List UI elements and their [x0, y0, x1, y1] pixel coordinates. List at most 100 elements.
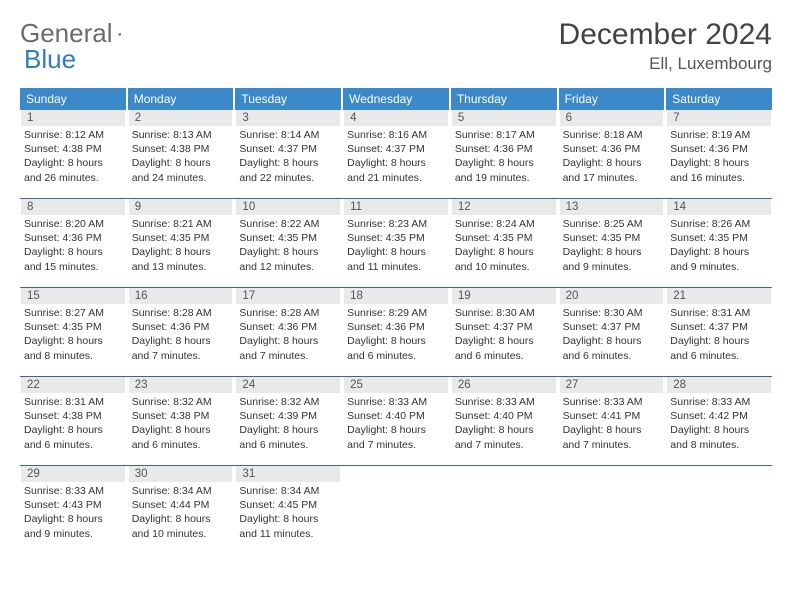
day-details: Sunrise: 8:28 AMSunset: 4:36 PMDaylight:… — [236, 306, 340, 363]
day-number: 4 — [344, 110, 448, 126]
calendar: SundayMondayTuesdayWednesdayThursdayFrid… — [20, 88, 772, 554]
day-cell: 1Sunrise: 8:12 AMSunset: 4:38 PMDaylight… — [20, 110, 126, 192]
day-cell: 28Sunrise: 8:33 AMSunset: 4:42 PMDayligh… — [666, 377, 772, 459]
day-details: Sunrise: 8:32 AMSunset: 4:38 PMDaylight:… — [129, 395, 233, 452]
day-details: Sunrise: 8:19 AMSunset: 4:36 PMDaylight:… — [667, 128, 771, 185]
day-details: Sunrise: 8:21 AMSunset: 4:35 PMDaylight:… — [129, 217, 233, 274]
day-details: Sunrise: 8:34 AMSunset: 4:45 PMDaylight:… — [236, 484, 340, 541]
day-number: 7 — [667, 110, 771, 126]
day-number: 9 — [129, 199, 233, 215]
location: Ell, Luxembourg — [559, 54, 772, 74]
day-cell: 10Sunrise: 8:22 AMSunset: 4:35 PMDayligh… — [235, 199, 341, 281]
day-number: 19 — [452, 288, 556, 304]
day-details: Sunrise: 8:27 AMSunset: 4:35 PMDaylight:… — [21, 306, 125, 363]
day-cell: 22 Sunrise: 8:31 AMSunset: 4:38 PMDayligh… — [20, 377, 126, 459]
day-details: Sunrise: 8:30 AMSunset: 4:37 PMDaylight:… — [452, 306, 556, 363]
day-details: Sunrise: 8:28 AMSunset: 4:36 PMDaylight:… — [129, 306, 233, 363]
day-cell: 24Sunrise: 8:32 AMSunset: 4:39 PMDayligh… — [235, 377, 341, 459]
day-number: 11 — [344, 199, 448, 215]
day-cell: 30Sunrise: 8:34 AMSunset: 4:44 PMDayligh… — [128, 466, 234, 548]
day-number: 14 — [667, 199, 771, 215]
day-details: Sunrise: 8:12 AMSunset: 4:38 PMDaylight:… — [21, 128, 125, 185]
day-number: 18 — [344, 288, 448, 304]
week-row: 29 Sunrise: 8:33 AMSunset: 4:43 PMDayligh… — [20, 466, 772, 554]
day-number: 13 — [560, 199, 664, 215]
day-number: 29 — [21, 466, 125, 482]
day-details: Sunrise: 8:24 AMSunset: 4:35 PMDaylight:… — [452, 217, 556, 274]
title-block: December 2024 Ell, Luxembourg — [559, 18, 772, 74]
day-details: Sunrise: 8:33 AMSunset: 4:40 PMDaylight:… — [344, 395, 448, 452]
day-number: 27 — [560, 377, 664, 393]
day-cell: 26 Sunrise: 8:33 AMSunset: 4:40 PMDayligh… — [451, 377, 557, 459]
day-number: 28 — [667, 377, 771, 393]
day-cell: 23 Sunrise: 8:32 AMSunset: 4:38 PMDayligh… — [128, 377, 234, 459]
day-cell: 7 Sunrise: 8:19 AMSunset: 4:36 PMDaylight… — [666, 110, 772, 192]
day-cell: 15 Sunrise: 8:27 AMSunset: 4:35 PMDayligh… — [20, 288, 126, 370]
day-details: Sunrise: 8:23 AMSunset: 4:35 PMDaylight:… — [344, 217, 448, 274]
day-details: Sunrise: 8:30 AMSunset: 4:37 PMDaylight:… — [560, 306, 664, 363]
day-cell: 3Sunrise: 8:14 AMSunset: 4:37 PMDaylight… — [235, 110, 341, 192]
month-title: December 2024 — [559, 18, 772, 52]
day-number: 2 — [129, 110, 233, 126]
day-cell: 14 Sunrise: 8:26 AMSunset: 4:35 PMDayligh… — [666, 199, 772, 281]
day-details: Sunrise: 8:34 AMSunset: 4:44 PMDaylight:… — [129, 484, 233, 541]
day-cell: 2 Sunrise: 8:13 AMSunset: 4:38 PMDaylight… — [128, 110, 234, 192]
day-details: Sunrise: 8:33 AMSunset: 4:41 PMDaylight:… — [560, 395, 664, 452]
weekday-header: Sunday — [20, 88, 126, 110]
day-cell: 16 Sunrise: 8:28 AMSunset: 4:36 PMDayligh… — [128, 288, 234, 370]
day-cell: 8 Sunrise: 8:20 AMSunset: 4:36 PMDaylight… — [20, 199, 126, 281]
day-number: 20 — [560, 288, 664, 304]
day-number: 26 — [452, 377, 556, 393]
day-details: Sunrise: 8:16 AMSunset: 4:37 PMDaylight:… — [344, 128, 448, 185]
weekday-header-row: SundayMondayTuesdayWednesdayThursdayFrid… — [20, 88, 772, 110]
day-cell: 17 Sunrise: 8:28 AMSunset: 4:36 PMDayligh… — [235, 288, 341, 370]
day-number: 3 — [236, 110, 340, 126]
day-details: Sunrise: 8:29 AMSunset: 4:36 PMDaylight:… — [344, 306, 448, 363]
day-cell: 9 Sunrise: 8:21 AMSunset: 4:35 PMDaylight… — [128, 199, 234, 281]
week-row: 1Sunrise: 8:12 AMSunset: 4:38 PMDaylight… — [20, 110, 772, 199]
day-number: 24 — [236, 377, 340, 393]
day-number: 16 — [129, 288, 233, 304]
week-row: 22 Sunrise: 8:31 AMSunset: 4:38 PMDayligh… — [20, 377, 772, 466]
day-details: Sunrise: 8:33 AMSunset: 4:43 PMDaylight:… — [21, 484, 125, 541]
day-cell — [451, 466, 557, 548]
day-cell: 6 Sunrise: 8:18 AMSunset: 4:36 PMDaylight… — [559, 110, 665, 192]
weekday-header: Monday — [128, 88, 234, 110]
week-row: 8 Sunrise: 8:20 AMSunset: 4:36 PMDaylight… — [20, 199, 772, 288]
day-cell — [666, 466, 772, 548]
weekday-header: Thursday — [451, 88, 557, 110]
day-details: Sunrise: 8:26 AMSunset: 4:35 PMDaylight:… — [667, 217, 771, 274]
day-cell: 12Sunrise: 8:24 AMSunset: 4:35 PMDayligh… — [451, 199, 557, 281]
weeks-container: 1Sunrise: 8:12 AMSunset: 4:38 PMDaylight… — [20, 110, 772, 554]
day-number: 31 — [236, 466, 340, 482]
day-cell: 11 Sunrise: 8:23 AMSunset: 4:35 PMDayligh… — [343, 199, 449, 281]
day-details: Sunrise: 8:22 AMSunset: 4:35 PMDaylight:… — [236, 217, 340, 274]
day-cell: 5Sunrise: 8:17 AMSunset: 4:36 PMDaylight… — [451, 110, 557, 192]
week-row: 15 Sunrise: 8:27 AMSunset: 4:35 PMDayligh… — [20, 288, 772, 377]
day-number: 15 — [21, 288, 125, 304]
day-cell: 18 Sunrise: 8:29 AMSunset: 4:36 PMDayligh… — [343, 288, 449, 370]
day-number: 6 — [560, 110, 664, 126]
day-cell: 20 Sunrise: 8:30 AMSunset: 4:37 PMDayligh… — [559, 288, 665, 370]
day-number: 23 — [129, 377, 233, 393]
day-number: 25 — [344, 377, 448, 393]
logo-word2: Blue — [24, 44, 76, 75]
day-details: Sunrise: 8:33 AMSunset: 4:40 PMDaylight:… — [452, 395, 556, 452]
day-cell: 13 Sunrise: 8:25 AMSunset: 4:35 PMDayligh… — [559, 199, 665, 281]
day-cell: 29 Sunrise: 8:33 AMSunset: 4:43 PMDayligh… — [20, 466, 126, 548]
day-details: Sunrise: 8:20 AMSunset: 4:36 PMDaylight:… — [21, 217, 125, 274]
day-number: 22 — [21, 377, 125, 393]
day-details: Sunrise: 8:31 AMSunset: 4:38 PMDaylight:… — [21, 395, 125, 452]
weekday-header: Wednesday — [343, 88, 449, 110]
day-cell: 21Sunrise: 8:31 AMSunset: 4:37 PMDayligh… — [666, 288, 772, 370]
day-number: 8 — [21, 199, 125, 215]
day-details: Sunrise: 8:13 AMSunset: 4:38 PMDaylight:… — [129, 128, 233, 185]
header: General December 2024 Ell, Luxembourg — [20, 18, 772, 74]
day-cell: 27 Sunrise: 8:33 AMSunset: 4:41 PMDayligh… — [559, 377, 665, 459]
weekday-header: Saturday — [666, 88, 772, 110]
day-details: Sunrise: 8:18 AMSunset: 4:36 PMDaylight:… — [560, 128, 664, 185]
day-details: Sunrise: 8:25 AMSunset: 4:35 PMDaylight:… — [560, 217, 664, 274]
day-details: Sunrise: 8:31 AMSunset: 4:37 PMDaylight:… — [667, 306, 771, 363]
day-number: 17 — [236, 288, 340, 304]
day-cell: 31 Sunrise: 8:34 AMSunset: 4:45 PMDayligh… — [235, 466, 341, 548]
